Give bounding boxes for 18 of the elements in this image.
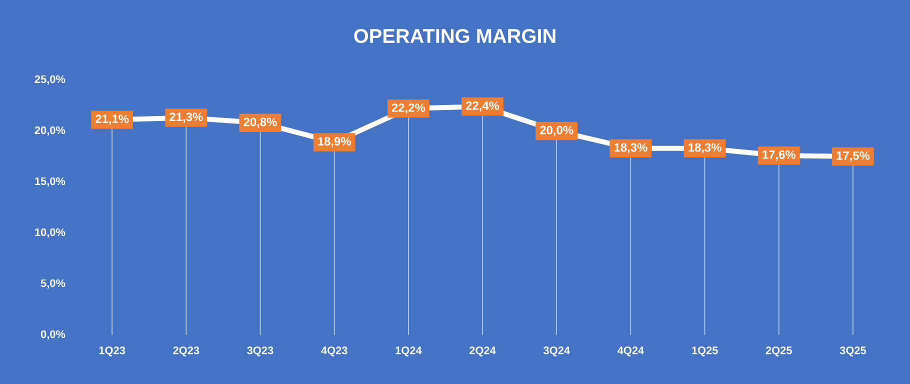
- chart-title: OPERATING MARGIN: [354, 28, 556, 44]
- y-tick-label: 20,0%: [34, 126, 66, 136]
- x-tick-label: 3Q24: [543, 346, 570, 356]
- x-tick-label: 2Q23: [173, 346, 200, 356]
- y-tick-label: 0,0%: [40, 330, 66, 340]
- x-tick-label: 1Q24: [396, 346, 422, 356]
- x-tick-label: 3Q25: [840, 346, 866, 356]
- y-tick-label: 25,0%: [34, 75, 66, 85]
- x-tick-label: 4Q24: [617, 346, 644, 356]
- x-tick-label: 4Q23: [321, 346, 348, 356]
- y-tick-label: 15,0%: [35, 177, 66, 187]
- y-tick-label: 5,0%: [40, 279, 66, 289]
- x-tick-label: 1Q23: [99, 346, 126, 356]
- x-tick-label: 1Q25: [692, 346, 718, 356]
- x-tick-label: 2Q24: [469, 346, 496, 356]
- x-tick-label: 2Q25: [766, 346, 792, 356]
- y-tick-label: 10,0%: [35, 228, 66, 238]
- x-tick-label: 3Q23: [247, 346, 274, 356]
